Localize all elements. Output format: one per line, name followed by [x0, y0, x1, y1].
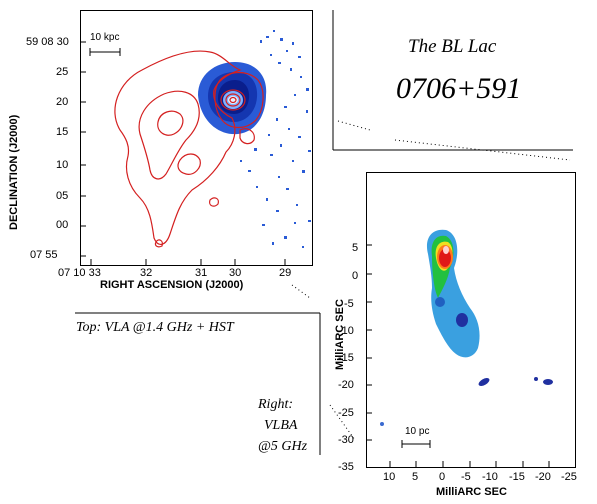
caption-right-1: Right:: [258, 397, 293, 412]
vla-plot: [80, 10, 313, 266]
vla-xtick: 29: [279, 267, 292, 279]
vla-ytick: 20: [56, 96, 69, 108]
vla-scalebar-line: [89, 48, 121, 56]
vlba-ytick: -30: [338, 434, 354, 446]
vlba-xlabel: MilliARC SEC: [436, 486, 507, 498]
title-line2: 0706+591: [396, 72, 522, 105]
vlba-xtick: 0: [439, 471, 446, 483]
vla-ylabel: DECLINATION (J2000): [8, 114, 20, 230]
caption-right-3: @5 GHz: [258, 439, 308, 454]
vla-xtick: 31: [195, 267, 208, 279]
vlba-xtick: -20: [535, 471, 551, 483]
vla-xtick: 30: [229, 267, 242, 279]
vla-contours: [114, 50, 264, 248]
vlba-ytick: -15: [338, 352, 354, 364]
vlba-xtick: 5: [412, 471, 419, 483]
vla-xtick: 32: [140, 267, 153, 279]
vla-ytick: 59 08 30: [26, 36, 69, 48]
vla-xlabel: RIGHT ASCENSION (J2000): [100, 279, 244, 291]
vlba-xtick: -25: [561, 471, 577, 483]
vlba-jet: [426, 229, 480, 358]
vlba-plot: [366, 172, 576, 468]
vla-ytick: 00: [56, 219, 69, 231]
caption-top: Top: VLA @1.4 GHz + HST: [76, 320, 234, 335]
vlba-ytick: 5: [352, 242, 359, 254]
vlba-knots: [380, 377, 553, 426]
vlba-ytick: -10: [338, 325, 354, 337]
hst-speckles: [240, 30, 311, 248]
vla-ytick: 15: [56, 126, 69, 138]
vlba-ylabel: MilliARC SEC: [334, 299, 346, 370]
vla-ytick: 05: [56, 190, 69, 202]
vlba-xtick: -5: [461, 471, 471, 483]
title-line1: The BL Lac: [408, 36, 497, 57]
vla-ytick: 10: [56, 159, 69, 171]
vlba-ytick: -25: [338, 407, 354, 419]
vlba-ytick: -35: [338, 461, 354, 473]
vla-ytick: 25: [56, 66, 69, 78]
vlba-xtick: -10: [482, 471, 498, 483]
vlba-xtick: -15: [509, 471, 525, 483]
vlba-scalebar-label: 10 pc: [405, 426, 430, 437]
vla-xtick: 07 10 33: [58, 267, 101, 279]
vlba-ytick: -5: [344, 298, 354, 310]
vlba-ytick: -20: [338, 379, 354, 391]
vlba-xtick: 10: [383, 471, 396, 483]
vlba-ytick: 0: [352, 270, 359, 282]
caption-right-2: VLBA: [264, 418, 298, 433]
vla-scalebar-label: 10 kpc: [90, 32, 120, 43]
vla-ytick: 07 55: [30, 249, 58, 261]
vlba-scalebar-line: [401, 440, 431, 448]
